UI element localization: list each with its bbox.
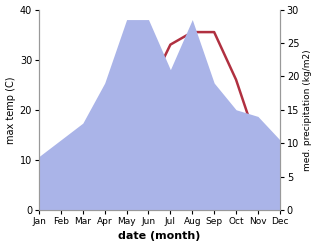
Y-axis label: med. precipitation (kg/m2): med. precipitation (kg/m2): [303, 49, 313, 171]
Y-axis label: max temp (C): max temp (C): [5, 76, 16, 144]
X-axis label: date (month): date (month): [118, 231, 201, 242]
